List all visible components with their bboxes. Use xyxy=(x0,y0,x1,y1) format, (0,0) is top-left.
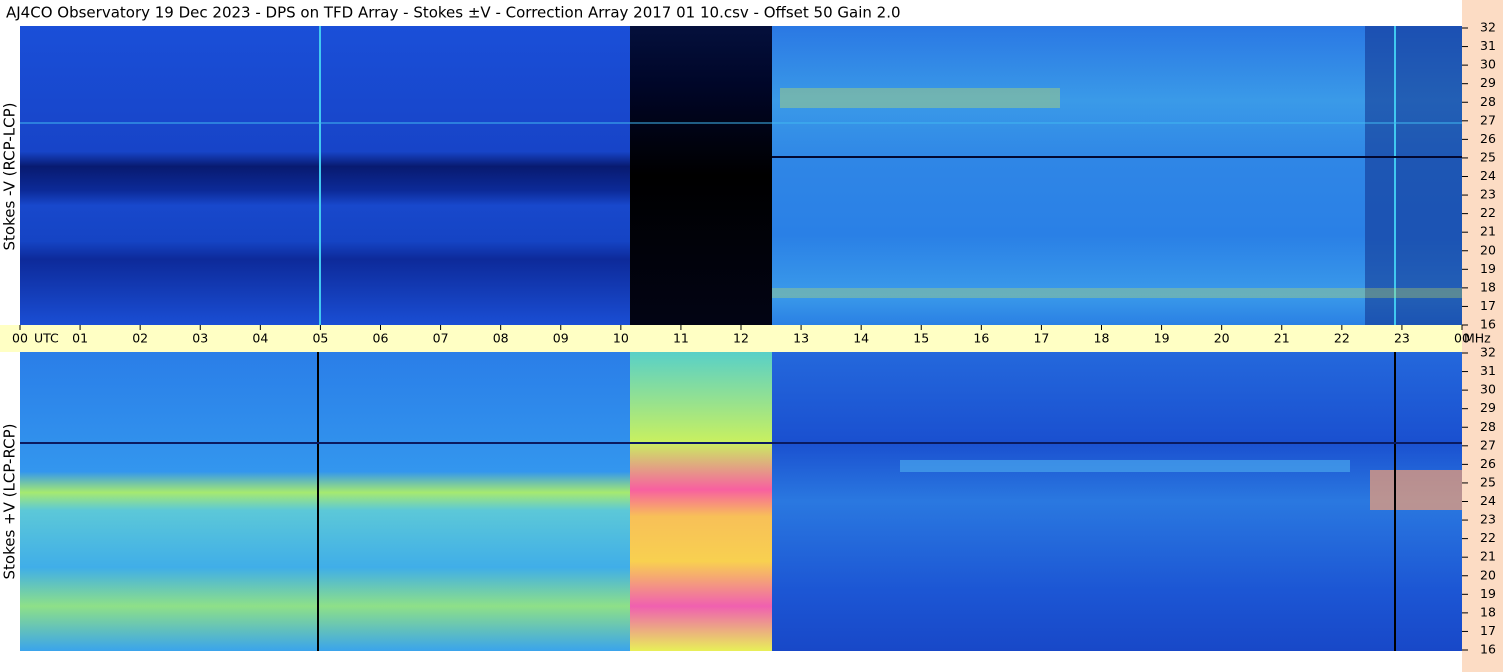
x-tick-label: 14 xyxy=(853,331,869,346)
x-tick-label: 13 xyxy=(793,331,809,346)
x-tick-label: 11 xyxy=(673,331,689,346)
x-tick-label: 18 xyxy=(1094,331,1110,346)
time-band xyxy=(0,325,1462,352)
y-tick-label: 19 xyxy=(1480,586,1496,601)
x-tick-label: 04 xyxy=(252,331,268,346)
y-tick-label: 29 xyxy=(1480,75,1496,90)
x-tick-label: 20 xyxy=(1214,331,1230,346)
y-tick-label: 28 xyxy=(1480,94,1496,109)
right-strip xyxy=(1462,0,1503,672)
y-tick-label: 29 xyxy=(1480,400,1496,415)
x-tick-label: 00 xyxy=(1454,331,1470,346)
x-tick-label: 16 xyxy=(973,331,989,346)
y-tick-label: 30 xyxy=(1480,382,1496,397)
x-tick-label: 19 xyxy=(1154,331,1170,346)
y-unit: MHz xyxy=(1464,331,1491,346)
x-tick-label: 10 xyxy=(613,331,629,346)
x-tick-label: 00 xyxy=(12,331,28,346)
y-axis-label: Stokes -V (RCP-LCP) xyxy=(1,103,19,251)
y-tick-label: 25 xyxy=(1480,474,1496,489)
y-tick-label: 23 xyxy=(1480,512,1496,527)
x-tick-label: 17 xyxy=(1033,331,1049,346)
y-tick-label: 27 xyxy=(1480,437,1496,452)
y-tick-label: 24 xyxy=(1480,168,1496,183)
x-tick-label: 09 xyxy=(553,331,569,346)
y-tick-label: 16 xyxy=(1480,317,1496,332)
bottom-image xyxy=(20,352,1462,651)
y-tick-label: 31 xyxy=(1480,38,1496,53)
x-tick-label: 15 xyxy=(913,331,929,346)
y-tick-label: 19 xyxy=(1480,261,1496,276)
y-tick-label: 20 xyxy=(1480,242,1496,257)
y-tick-label: 25 xyxy=(1480,149,1496,164)
y-tick-label: 27 xyxy=(1480,112,1496,127)
y-tick-label: 23 xyxy=(1480,187,1496,202)
y-tick-label: 26 xyxy=(1480,131,1496,146)
top-image xyxy=(20,26,1462,325)
x-tick-label: 01 xyxy=(72,331,88,346)
y-tick-label: 17 xyxy=(1480,623,1496,638)
title: AJ4CO Observatory 19 Dec 2023 - DPS on T… xyxy=(6,4,901,22)
x-tick-label: 06 xyxy=(373,331,389,346)
y-tick-label: 22 xyxy=(1480,205,1496,220)
y-tick-label: 18 xyxy=(1480,279,1496,294)
x-tick-label: 12 xyxy=(733,331,749,346)
y-axis-label: Stokes +V (LCP-RCP) xyxy=(1,424,19,580)
x-tick-label: 05 xyxy=(312,331,328,346)
y-tick-label: 32 xyxy=(1480,345,1496,360)
y-tick-label: 21 xyxy=(1480,224,1496,239)
x-tick-label: 21 xyxy=(1274,331,1290,346)
x-tick-label: 02 xyxy=(132,331,148,346)
x-tick-label: 22 xyxy=(1334,331,1350,346)
y-tick-label: 28 xyxy=(1480,419,1496,434)
x-unit: UTC xyxy=(34,331,59,346)
y-tick-label: 21 xyxy=(1480,549,1496,564)
y-tick-label: 31 xyxy=(1480,363,1496,378)
y-tick-label: 24 xyxy=(1480,493,1496,508)
y-tick-label: 32 xyxy=(1480,20,1496,35)
y-tick-label: 20 xyxy=(1480,567,1496,582)
x-tick-label: 03 xyxy=(192,331,208,346)
y-tick-label: 22 xyxy=(1480,530,1496,545)
x-tick-label: 07 xyxy=(433,331,449,346)
x-tick-label: 23 xyxy=(1394,331,1410,346)
y-tick-label: 30 xyxy=(1480,57,1496,72)
y-tick-label: 18 xyxy=(1480,604,1496,619)
x-tick-label: 08 xyxy=(493,331,509,346)
y-tick-label: 17 xyxy=(1480,298,1496,313)
y-tick-label: 16 xyxy=(1480,642,1496,657)
y-tick-label: 26 xyxy=(1480,456,1496,471)
